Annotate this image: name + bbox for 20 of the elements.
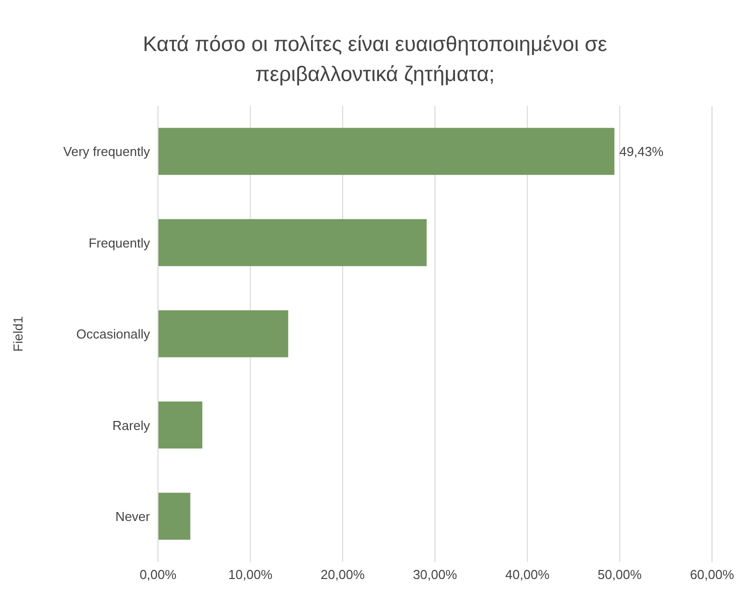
x-tick-label: 50,00% [598, 567, 642, 582]
y-tick-label: Very frequently [63, 144, 150, 160]
x-tick-label: 30,00% [412, 567, 458, 582]
y-tick-label: Occasionally [76, 326, 150, 342]
data-label: 49,43% [619, 144, 664, 160]
x-tick-label: 60,00% [690, 567, 734, 582]
y-tick-label: Never [115, 509, 151, 524]
y-tick-label: Frequently [88, 235, 150, 250]
x-tick-label: 20,00% [320, 567, 366, 582]
y-axis-title: Field1 [10, 316, 26, 352]
x-tick-label: 40,00% [505, 567, 550, 582]
bar [158, 401, 202, 448]
bar [158, 310, 288, 358]
x-tick-label: 0,00% [140, 567, 177, 582]
bar [158, 219, 427, 266]
bar [158, 492, 190, 540]
x-tick-label: 10,00% [228, 567, 273, 582]
y-tick-label: Rarely [112, 418, 150, 433]
bar [158, 128, 614, 175]
chart-title: Κατά πόσο οι πολίτες είναι ευαισθητοποιημένοι σε περιβαλλοντικά ζητήματα; [142, 32, 608, 88]
